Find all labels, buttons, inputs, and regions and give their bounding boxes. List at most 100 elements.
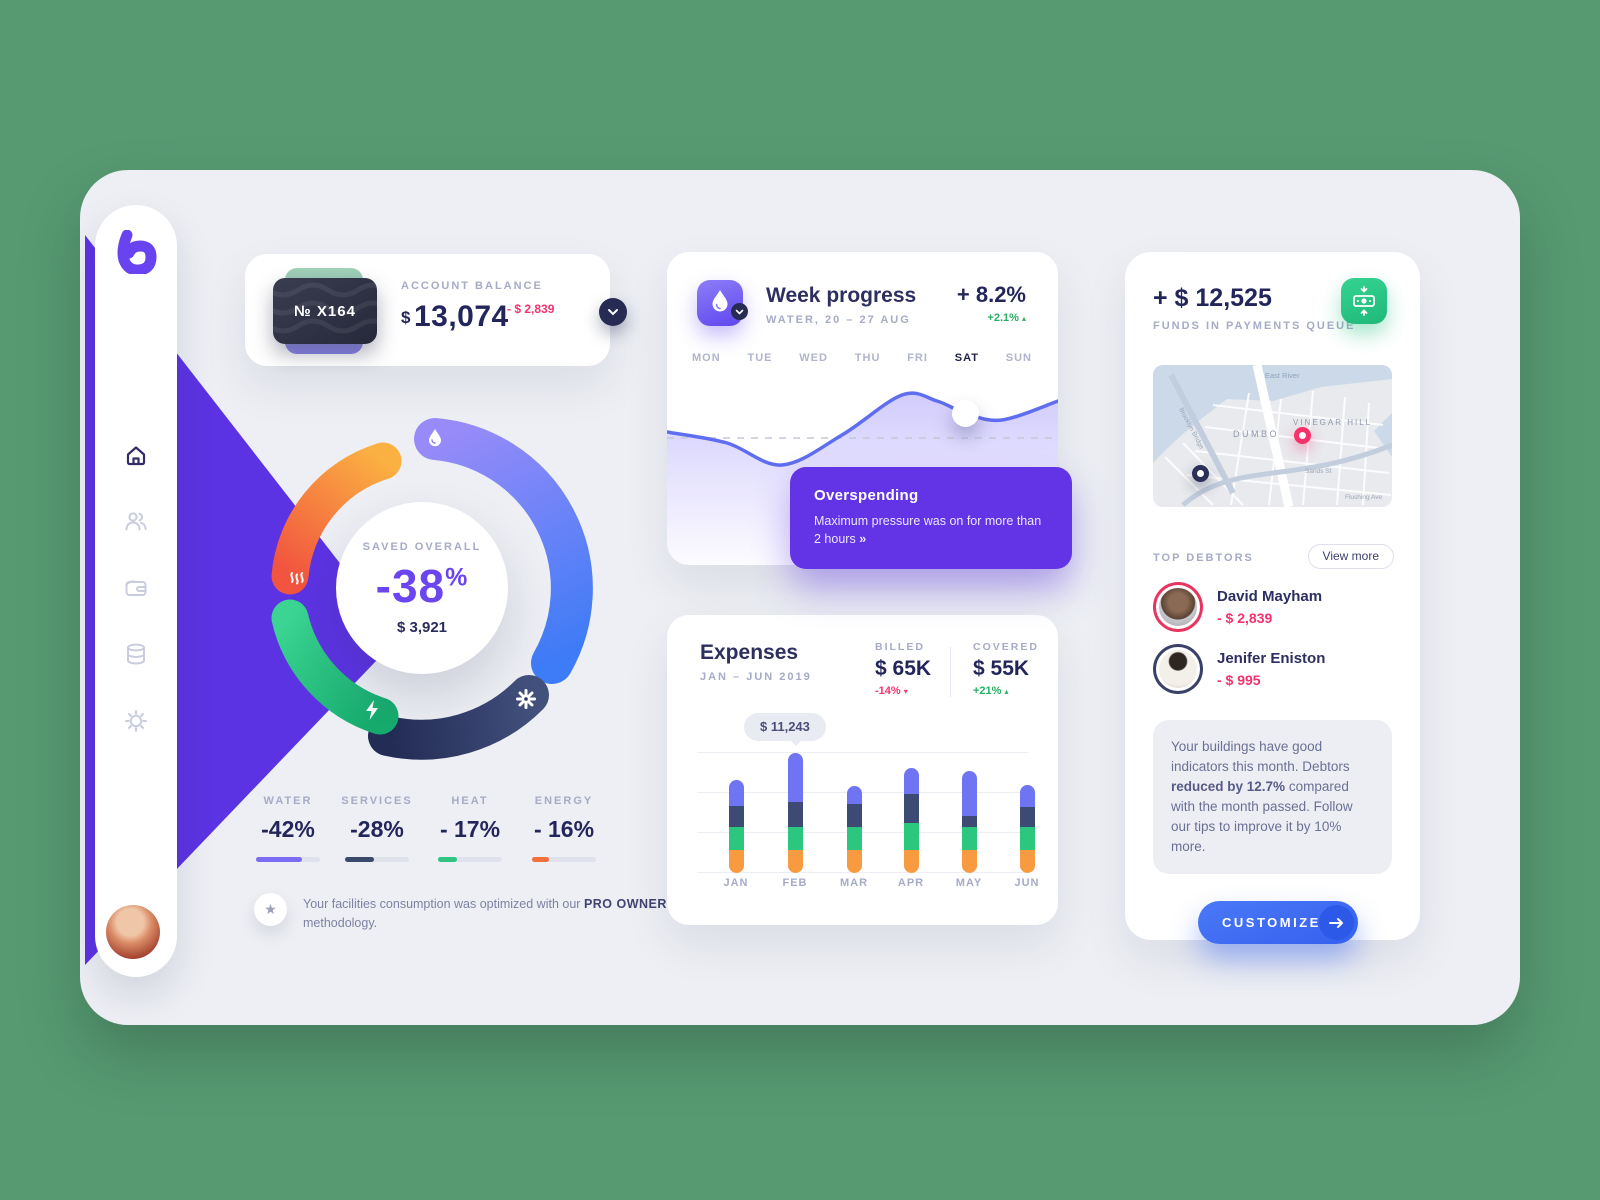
debtor-row[interactable]: David Mayham - $ 2,839 [1153, 582, 1322, 632]
water-east-river [1153, 365, 1392, 463]
payments-tile-button[interactable] [1341, 278, 1387, 324]
sidebar-item-wallet[interactable] [123, 575, 149, 601]
gauge-arc-heat [271, 599, 399, 735]
expense-bar-may[interactable] [961, 771, 977, 873]
water-drop-icon [712, 290, 728, 312]
bar-segment-heat [1019, 827, 1035, 850]
bar-segment-services [728, 806, 744, 827]
expenses-bar-chart [702, 713, 1035, 873]
arrow-right-icon [1319, 905, 1354, 940]
billed-value: $ 65K [875, 657, 932, 680]
bar-segment-services [787, 802, 803, 827]
bar-segment-energy [728, 850, 744, 873]
gauge-arc-energy [271, 442, 402, 595]
day-label[interactable]: TUE [747, 352, 773, 364]
bar-segment-heat [728, 827, 744, 850]
bar-tooltip: $ 11,243 [744, 713, 826, 746]
funds-label: FUNDS IN PAYMENTS QUEUE [1153, 320, 1356, 332]
bar-segment-water [787, 753, 803, 802]
account-balance-value: $13,074 [401, 300, 509, 333]
stat-water: WATER -42% [232, 795, 344, 862]
bar-segment-energy [787, 850, 803, 873]
sidebar-item-home[interactable] [123, 442, 149, 468]
day-label[interactable]: MON [692, 352, 721, 364]
bar-segment-energy [961, 850, 977, 873]
expense-bar-mar[interactable] [846, 786, 862, 873]
more-arrow[interactable]: » [859, 532, 867, 547]
stat-energy: ENERGY - 16% [508, 795, 620, 862]
sidebar-item-settings[interactable] [123, 708, 149, 734]
methodology-note: ★ Your facilities consumption was optimi… [254, 893, 674, 933]
buildings-map[interactable]: East River Brooklyn Bridge DUMBO VINEGAR… [1153, 365, 1392, 507]
view-more-button[interactable]: View more [1307, 544, 1394, 569]
manhattan-bridge-road [1252, 365, 1294, 507]
app-logo[interactable] [114, 230, 158, 274]
bank-card[interactable]: № X164 [273, 278, 377, 344]
chart-marker-saturday[interactable] [952, 400, 979, 427]
month-label: MAY [955, 877, 983, 889]
user-avatar[interactable] [106, 905, 160, 959]
sidebar [95, 205, 177, 977]
week-progress-subtitle: WATER, 20 – 27 AUG [766, 314, 911, 326]
month-label: JUN [1014, 877, 1040, 889]
week-delta-sub: +2.1% ▴ [987, 312, 1026, 324]
bar-segment-water [728, 780, 744, 806]
expenses-title: Expenses [700, 641, 799, 664]
saved-overall-label: SAVED OVERALL [362, 540, 482, 553]
day-label-active[interactable]: SAT [954, 352, 979, 364]
bar-segment-services [846, 804, 862, 827]
saved-overall-value: -38% [375, 559, 469, 612]
map-pin-pink[interactable] [1294, 427, 1311, 444]
week-progress-title: Week progress [766, 284, 917, 307]
covered-value: $ 55K [973, 657, 1030, 680]
map-label-east-river: East River [1265, 371, 1300, 380]
bar-segment-services [903, 794, 919, 823]
expense-bar-apr[interactable] [903, 768, 919, 873]
saved-overall-amount: $ 3,921 [396, 618, 448, 636]
overspending-tooltip[interactable]: Overspending Maximum pressure was on for… [790, 467, 1072, 569]
bar-segment-heat [961, 827, 977, 850]
day-label[interactable]: THU [854, 352, 881, 364]
expense-bar-jun[interactable] [1019, 785, 1035, 873]
day-label[interactable]: FRI [907, 352, 928, 364]
bar-segment-heat [846, 827, 862, 850]
map-label-flushing-ave: Flushing Ave [1345, 494, 1382, 501]
month-label: JAN [723, 877, 749, 889]
bar-segment-services [1019, 807, 1035, 827]
debtor-avatar [1153, 582, 1203, 632]
expense-bar-jan[interactable] [728, 780, 744, 873]
bar-segment-services [961, 816, 977, 827]
debtor-avatar [1153, 644, 1203, 694]
water-tile[interactable] [697, 280, 748, 326]
bar-segment-heat [787, 827, 803, 850]
saved-overall-gauge [202, 368, 642, 808]
card-number: № X164 [294, 302, 356, 320]
insights-box: Your buildings have good indicators this… [1153, 720, 1392, 874]
account-balance-card: № X164 ACCOUNT BALANCE $13,074 - $ 2,839 [245, 254, 610, 366]
sidebar-item-database[interactable] [123, 641, 149, 667]
payments-card: + $ 12,525 FUNDS IN PAYMENTS QUEUE [1125, 252, 1420, 940]
gauge-arc-water [414, 418, 593, 684]
customize-button[interactable]: CUSTOMIZE [1198, 901, 1358, 944]
heat-icon [290, 572, 304, 585]
sidebar-item-users[interactable] [123, 508, 149, 534]
water-drop-icon [429, 429, 441, 447]
billed-block: BILLED $ 65K -14% ▾ [875, 641, 932, 697]
metric-switch-button[interactable] [731, 303, 748, 320]
stat-heat: HEAT - 17% [414, 795, 526, 862]
bar-segment-energy [1019, 850, 1035, 873]
money-transfer-icon [1353, 286, 1375, 316]
expense-bar-feb[interactable] [787, 753, 803, 873]
debtor-row[interactable]: Jenifer Eniston - $ 995 [1153, 644, 1325, 694]
services-gear-icon [516, 689, 536, 709]
map-pin-navy[interactable] [1192, 465, 1209, 482]
balance-dropdown-button[interactable] [599, 298, 627, 326]
chevron-down-icon [608, 309, 618, 316]
day-label[interactable]: SUN [1005, 352, 1032, 364]
debtor-amount: - $ 2,839 [1217, 610, 1273, 626]
star-icon: ★ [254, 893, 287, 926]
bar-segment-water [961, 771, 977, 816]
bar-segment-heat [903, 823, 919, 850]
day-label[interactable]: WED [799, 352, 828, 364]
bar-segment-water [903, 768, 919, 794]
